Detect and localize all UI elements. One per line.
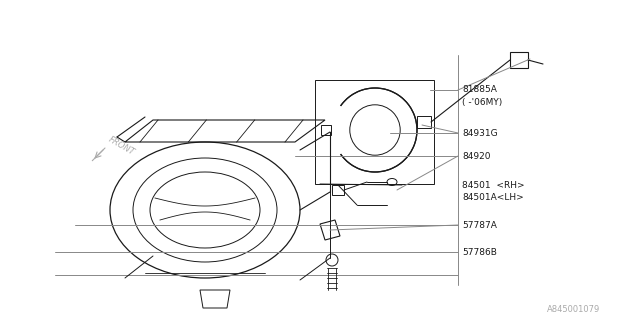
- Bar: [321, 125, 331, 135]
- Text: 57787A: 57787A: [462, 220, 497, 229]
- Text: 57786B: 57786B: [462, 247, 497, 257]
- Text: 84501  <RH>: 84501 <RH>: [462, 180, 525, 189]
- Bar: [510, 52, 528, 68]
- Text: FRONT: FRONT: [107, 135, 136, 157]
- Text: 84931G: 84931G: [462, 129, 498, 138]
- Text: 84920: 84920: [462, 151, 490, 161]
- Text: 84501A<LH>: 84501A<LH>: [462, 193, 524, 202]
- Bar: [315, 80, 434, 184]
- Bar: [417, 116, 431, 128]
- Text: ( -'06MY): ( -'06MY): [462, 98, 502, 107]
- Bar: [332, 185, 344, 195]
- Text: 81885A: 81885A: [462, 84, 497, 93]
- Text: A845001079: A845001079: [547, 306, 600, 315]
